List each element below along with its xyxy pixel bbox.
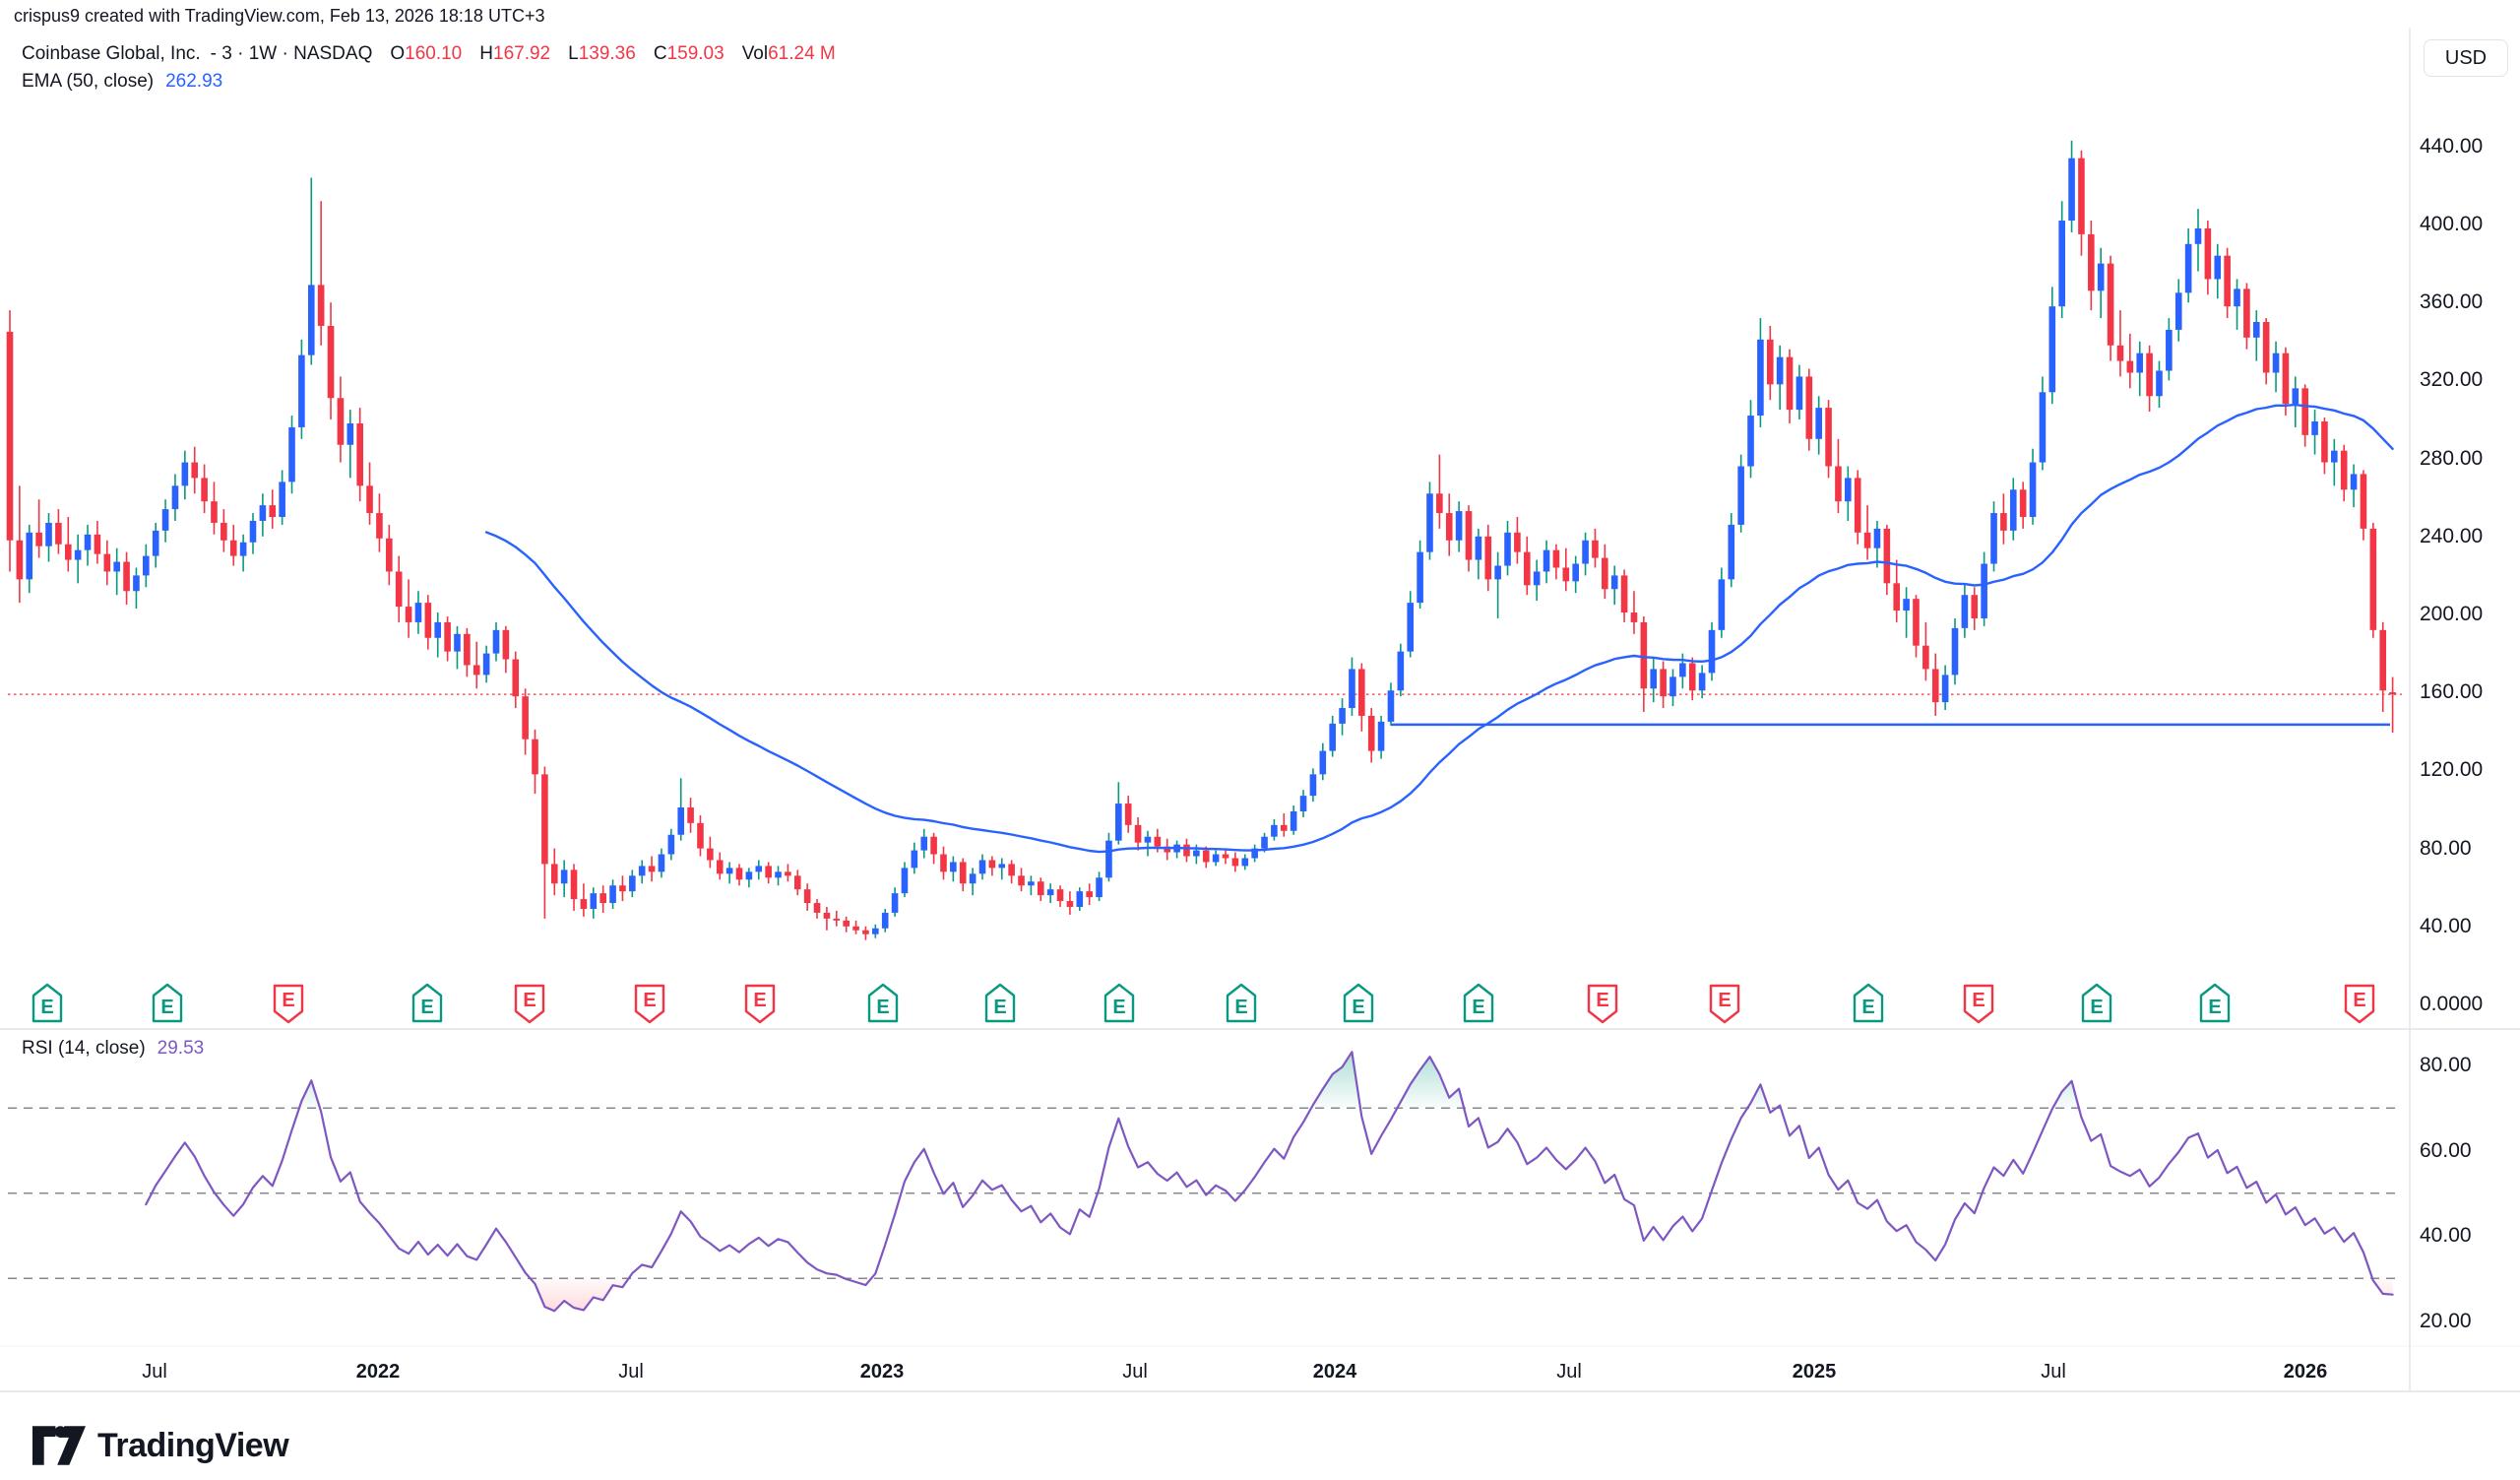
earnings-marker-down[interactable]: E [2344,984,2375,1024]
price-tick-label: 240.00 [2420,524,2484,547]
earnings-marker-up[interactable]: E [1463,983,1494,1023]
rsi-tick-label: 60.00 [2420,1138,2472,1162]
svg-text:E: E [2208,997,2221,1018]
price-tick-label: 120.00 [2420,758,2484,782]
earnings-marker-up[interactable]: E [1226,983,1257,1023]
rsi-tick-label: 40.00 [2420,1224,2472,1247]
time-tick-label: Jul [2041,1361,2066,1383]
volume-value: Vol61.24 M [741,43,836,64]
tradingview-logo-icon [32,1426,86,1465]
earnings-marker-down[interactable]: E [1709,984,1740,1024]
earnings-marker-up[interactable]: E [32,983,63,1023]
rsi-overbought-fill [1397,1057,1465,1109]
earnings-marker-up[interactable]: E [2199,983,2231,1023]
svg-text:E: E [1472,997,1484,1018]
earnings-marker-down[interactable]: E [1963,984,1994,1024]
svg-text:E: E [1718,990,1731,1011]
svg-text:E: E [1972,990,1984,1011]
svg-text:E: E [643,990,656,1011]
price-tick-label: 280.00 [2420,446,2484,470]
rsi-value: 29.53 [157,1038,205,1059]
svg-text:E: E [993,997,1006,1018]
time-tick-label: Jul [618,1361,644,1383]
currency-toggle-button[interactable]: USD [2424,39,2508,77]
svg-text:E: E [1234,997,1247,1018]
ema-value: 262.93 [165,71,223,92]
rsi-tick-label: 20.00 [2420,1309,2472,1332]
rsi-oversold-fill [2372,1278,2393,1295]
price-tick-label: 200.00 [2420,603,2484,625]
rsi-legend[interactable]: RSI (14, close) 29.53 [22,1038,204,1060]
earnings-marker-up[interactable]: E [1103,983,1135,1023]
price-tick-label: 0.0000 [2420,993,2484,1015]
svg-text:E: E [40,997,53,1018]
earnings-marker-down[interactable]: E [514,984,545,1024]
svg-text:E: E [1861,997,1874,1018]
svg-text:E: E [420,997,433,1018]
watermark-attribution: crispus9 created with TradingView.com, F… [14,6,545,26]
rsi-overbought-fill [1311,1052,1360,1109]
ohlc-low: L139.36 [568,43,636,64]
time-tick-label: Jul [142,1361,167,1383]
svg-text:E: E [2353,990,2365,1011]
ohlc-open: O160.10 [390,43,463,64]
svg-text:E: E [1596,990,1608,1011]
rsi-overbought-fill [2052,1080,2079,1109]
svg-text:E: E [282,990,294,1011]
price-tick-label: 160.00 [2420,680,2484,704]
time-tick-label: 2024 [1312,1361,1357,1383]
svg-text:E: E [753,990,766,1011]
svg-text:E: E [1352,997,1364,1018]
earnings-marker-up[interactable]: E [152,983,183,1023]
rsi-overbought-fill [299,1080,320,1109]
earnings-marker-up[interactable]: E [1343,983,1374,1023]
time-tick-label: Jul [1122,1361,1148,1383]
earnings-marker-up[interactable]: E [1853,983,1884,1023]
earnings-marker-up[interactable]: E [867,983,899,1023]
tradingview-logo[interactable]: TradingView [32,1426,289,1465]
ema-line[interactable] [484,403,2394,854]
tradingview-logo-text: TradingView [97,1426,289,1464]
earnings-marker-up[interactable]: E [411,983,443,1023]
svg-text:E: E [876,997,889,1018]
candlestick-series[interactable] [6,140,2396,940]
earnings-marker-up[interactable]: E [2081,983,2112,1023]
svg-text:E: E [160,997,173,1018]
price-tick-label: 400.00 [2420,213,2484,235]
rsi-tick-label: 80.00 [2420,1054,2472,1076]
time-tick-label: 2025 [1792,1361,1837,1383]
svg-text:E: E [2090,997,2103,1018]
ohlc-high: H167.92 [479,43,551,64]
price-tick-label: 40.00 [2420,914,2472,937]
price-tick-label: 440.00 [2420,134,2484,158]
rsi-oversold-fill [530,1278,629,1312]
symbol-legend[interactable]: Coinbase Global, Inc. - 3 · 1W · NASDAQ … [22,43,836,65]
rsi-label: RSI (14, close) [22,1038,146,1059]
rsi-line[interactable] [145,1051,2394,1313]
price-tick-label: 360.00 [2420,290,2484,314]
price-tick-label: 80.00 [2420,836,2472,860]
svg-text:E: E [523,990,536,1011]
ema-label: EMA (50, close) [22,71,155,92]
ema-legend[interactable]: EMA (50, close) 262.93 [22,71,222,93]
time-tick-label: 2023 [859,1361,905,1383]
symbol-title: Coinbase Global, Inc. [22,43,201,64]
earnings-marker-down[interactable]: E [1587,984,1618,1024]
ohlc-close: C159.03 [653,43,724,64]
svg-text:E: E [1112,997,1125,1018]
rsi-overbought-fill [1747,1084,1769,1109]
time-tick-label: 2022 [355,1361,401,1383]
time-tick-label: Jul [1556,1361,1582,1383]
earnings-marker-up[interactable]: E [984,983,1016,1023]
symbol-modifiers: - 3 · 1W · NASDAQ [210,43,373,64]
earnings-marker-down[interactable]: E [744,984,776,1024]
time-tick-label: 2026 [2283,1361,2328,1383]
earnings-marker-down[interactable]: E [634,984,665,1024]
price-tick-label: 320.00 [2420,368,2484,392]
earnings-marker-down[interactable]: E [273,984,304,1024]
